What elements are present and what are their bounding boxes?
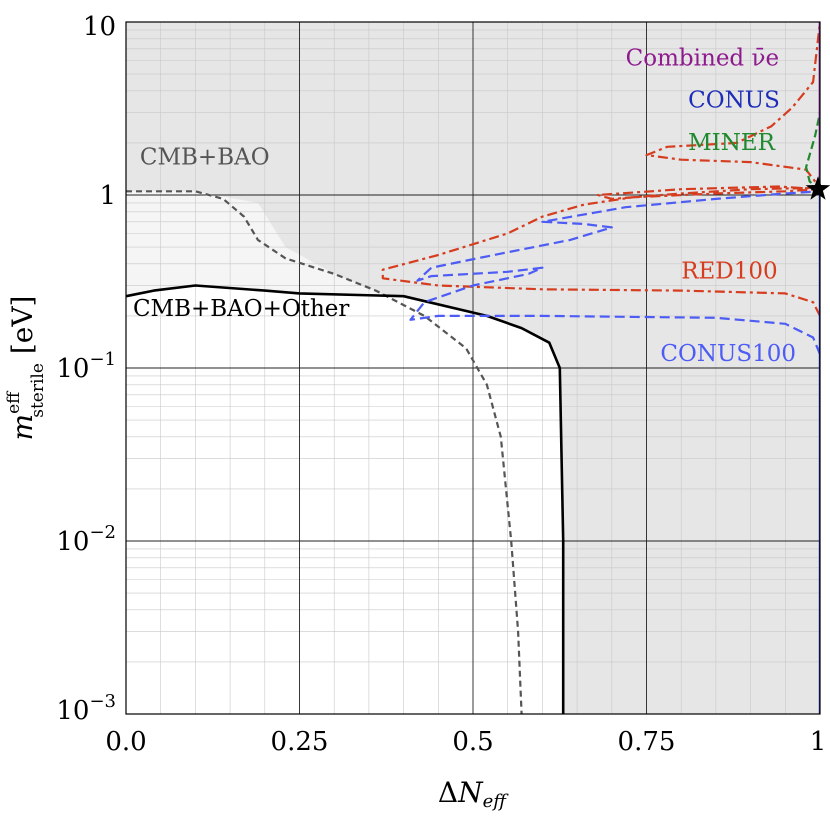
x-axis-label-main: N bbox=[457, 776, 484, 809]
x-tick-label: 0.5 bbox=[452, 727, 493, 757]
y-tick-label: 10−1 bbox=[56, 349, 116, 384]
series-miner bbox=[804, 112, 820, 193]
red100-label: RED100 bbox=[681, 258, 777, 284]
x-tick-label: 0.75 bbox=[618, 727, 676, 757]
series-conus100 bbox=[409, 190, 820, 355]
y-axis-label: meff sterile [eV] bbox=[4, 296, 48, 441]
best-fit-marker bbox=[805, 176, 830, 200]
conus100-label: CONUS100 bbox=[660, 341, 796, 367]
x-tick-label: 1 bbox=[810, 727, 827, 757]
cmb-bao-label: CMB+BAO bbox=[140, 145, 270, 171]
y-axis-label-text: meff sterile [eV] bbox=[4, 296, 48, 441]
miner-label: MINER bbox=[688, 130, 776, 156]
y-tick-label: 1 bbox=[99, 181, 116, 211]
cmb-bao-other-label: CMB+BAO+Other bbox=[133, 296, 349, 322]
series-cmb-bao-other bbox=[126, 284, 565, 714]
annotations: Combined ν̄e CONUS MINER CMB+BAO RED100 CMB+B… bbox=[133, 46, 796, 367]
series-cmb-bao bbox=[126, 190, 523, 714]
series-red100 bbox=[381, 22, 820, 317]
region-1 bbox=[126, 285, 564, 714]
combined-label: Combined ν̄e bbox=[626, 46, 779, 72]
x-axis-label: ΔNeff bbox=[438, 776, 509, 812]
data-series bbox=[126, 22, 820, 714]
x-tick-label: 0.0 bbox=[105, 727, 146, 757]
y-tick-label: 10−3 bbox=[56, 691, 116, 726]
tick-labels: 0.0 0.25 0.5 0.75 1 10 1 10−1 10−2 10−3 bbox=[56, 12, 826, 757]
plot-frame bbox=[125, 21, 821, 715]
y-tick-label: 10 bbox=[83, 12, 116, 42]
grid-lines bbox=[125, 21, 821, 715]
x-tick-label: 0.25 bbox=[271, 727, 329, 757]
y-tick-label: 10−2 bbox=[56, 522, 116, 557]
conus-label: CONUS bbox=[688, 88, 780, 114]
star-marker bbox=[805, 176, 830, 200]
x-axis-label-sub: eff bbox=[483, 791, 510, 812]
